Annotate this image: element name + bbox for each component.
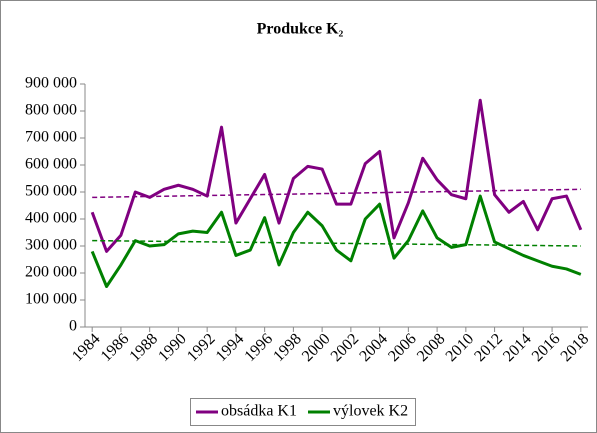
y-tick-label: 700 000 [25, 129, 77, 146]
y-tick-label: 800 000 [25, 102, 77, 119]
y-tick-label: 0 [69, 318, 77, 335]
y-tick-label: 100 000 [25, 291, 77, 308]
series-line [90, 98, 583, 253]
legend-box [190, 398, 416, 426]
y-tick-label: 200 000 [25, 264, 77, 281]
y-tick-label: 600 000 [25, 156, 77, 173]
y-tick-label: 900 000 [25, 75, 77, 92]
trend-line [92, 239, 581, 247]
legend-label: výlovek K2 [333, 403, 408, 420]
y-tick-label: 400 000 [25, 210, 77, 227]
trend-line [92, 188, 581, 199]
legend-label: obsádka K1 [221, 403, 297, 420]
y-tick-label: 300 000 [25, 237, 77, 254]
series-line [90, 194, 582, 288]
y-tick-label: 500 000 [25, 183, 77, 200]
chart-title: Produkce K₂ [257, 21, 344, 38]
